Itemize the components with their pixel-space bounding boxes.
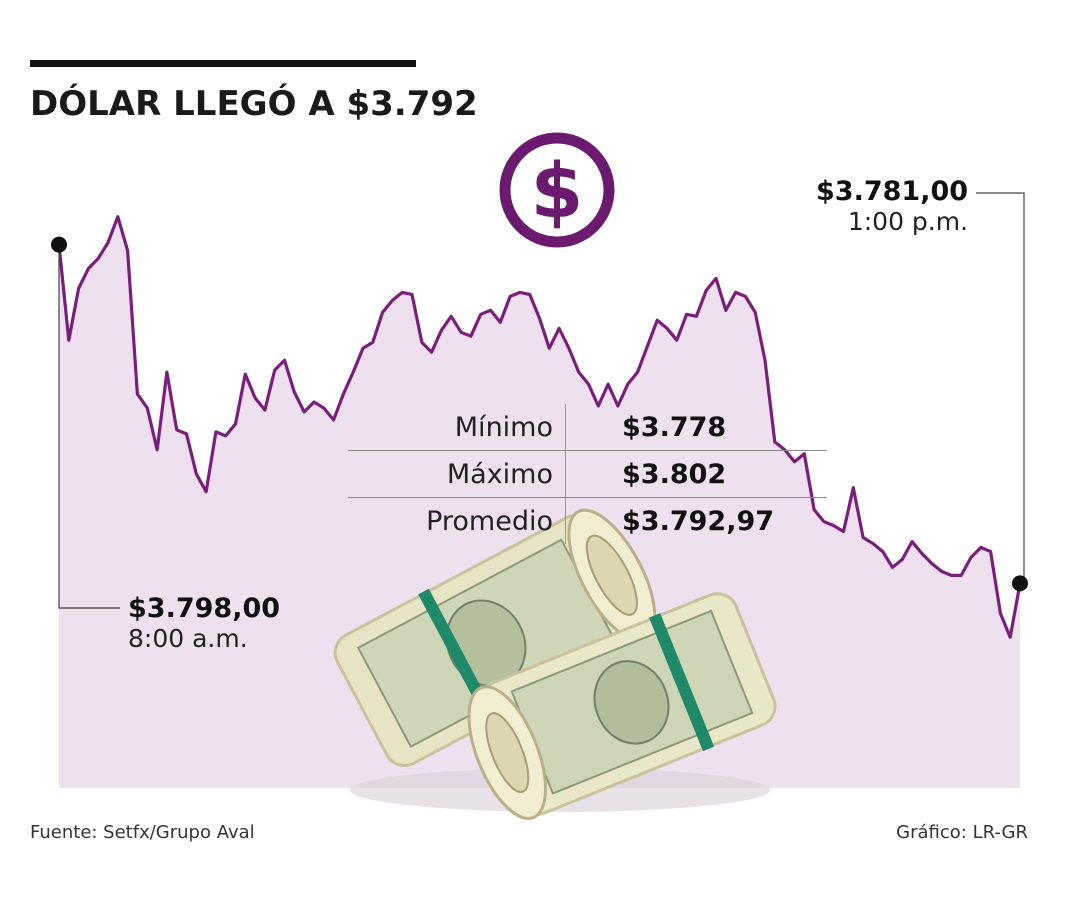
start-point	[51, 236, 67, 253]
stat-label: Máximo	[348, 450, 566, 498]
end-leader-line	[976, 192, 1025, 584]
rolled-dollar-bills-icon	[333, 508, 777, 820]
start-time: 8:00 a.m.	[128, 624, 248, 653]
stat-label: Mínimo	[348, 404, 566, 451]
title-rule	[30, 60, 416, 67]
start-value: $3.798,00	[128, 593, 281, 624]
graphic-credit: Gráfico: LR-GR	[896, 822, 1028, 843]
stat-value: $3.792,97	[622, 505, 775, 537]
price-line	[57, 215, 1022, 639]
end-annotation: $3.781,00 1:00 p.m.	[816, 176, 968, 236]
source-note: Fuente: Setfx/Grupo Aval	[30, 822, 255, 843]
stat-label: Promedio	[348, 497, 566, 544]
end-point	[1012, 575, 1028, 592]
stat-value: $3.802	[565, 450, 827, 498]
stat-row-max: Máximo $3.802	[348, 450, 827, 498]
svg-text:$: $	[531, 146, 584, 235]
end-value: $3.781,00	[816, 176, 969, 207]
dollar-sign-icon: $	[499, 132, 615, 248]
chart-title: DÓLAR LLEGÓ A $3.792	[30, 84, 478, 124]
stat-value: $3.778	[565, 404, 827, 451]
stat-row-average: Promedio $3.792,97	[348, 497, 827, 544]
stats-table: Mínimo $3.778 Máximo $3.802 Promedio $3.…	[348, 404, 827, 544]
start-annotation: $3.798,00 8:00 a.m.	[128, 593, 280, 653]
end-time: 1:00 p.m.	[847, 207, 969, 236]
stat-row-min: Mínimo $3.778	[348, 404, 827, 451]
start-leader-line	[58, 244, 120, 609]
